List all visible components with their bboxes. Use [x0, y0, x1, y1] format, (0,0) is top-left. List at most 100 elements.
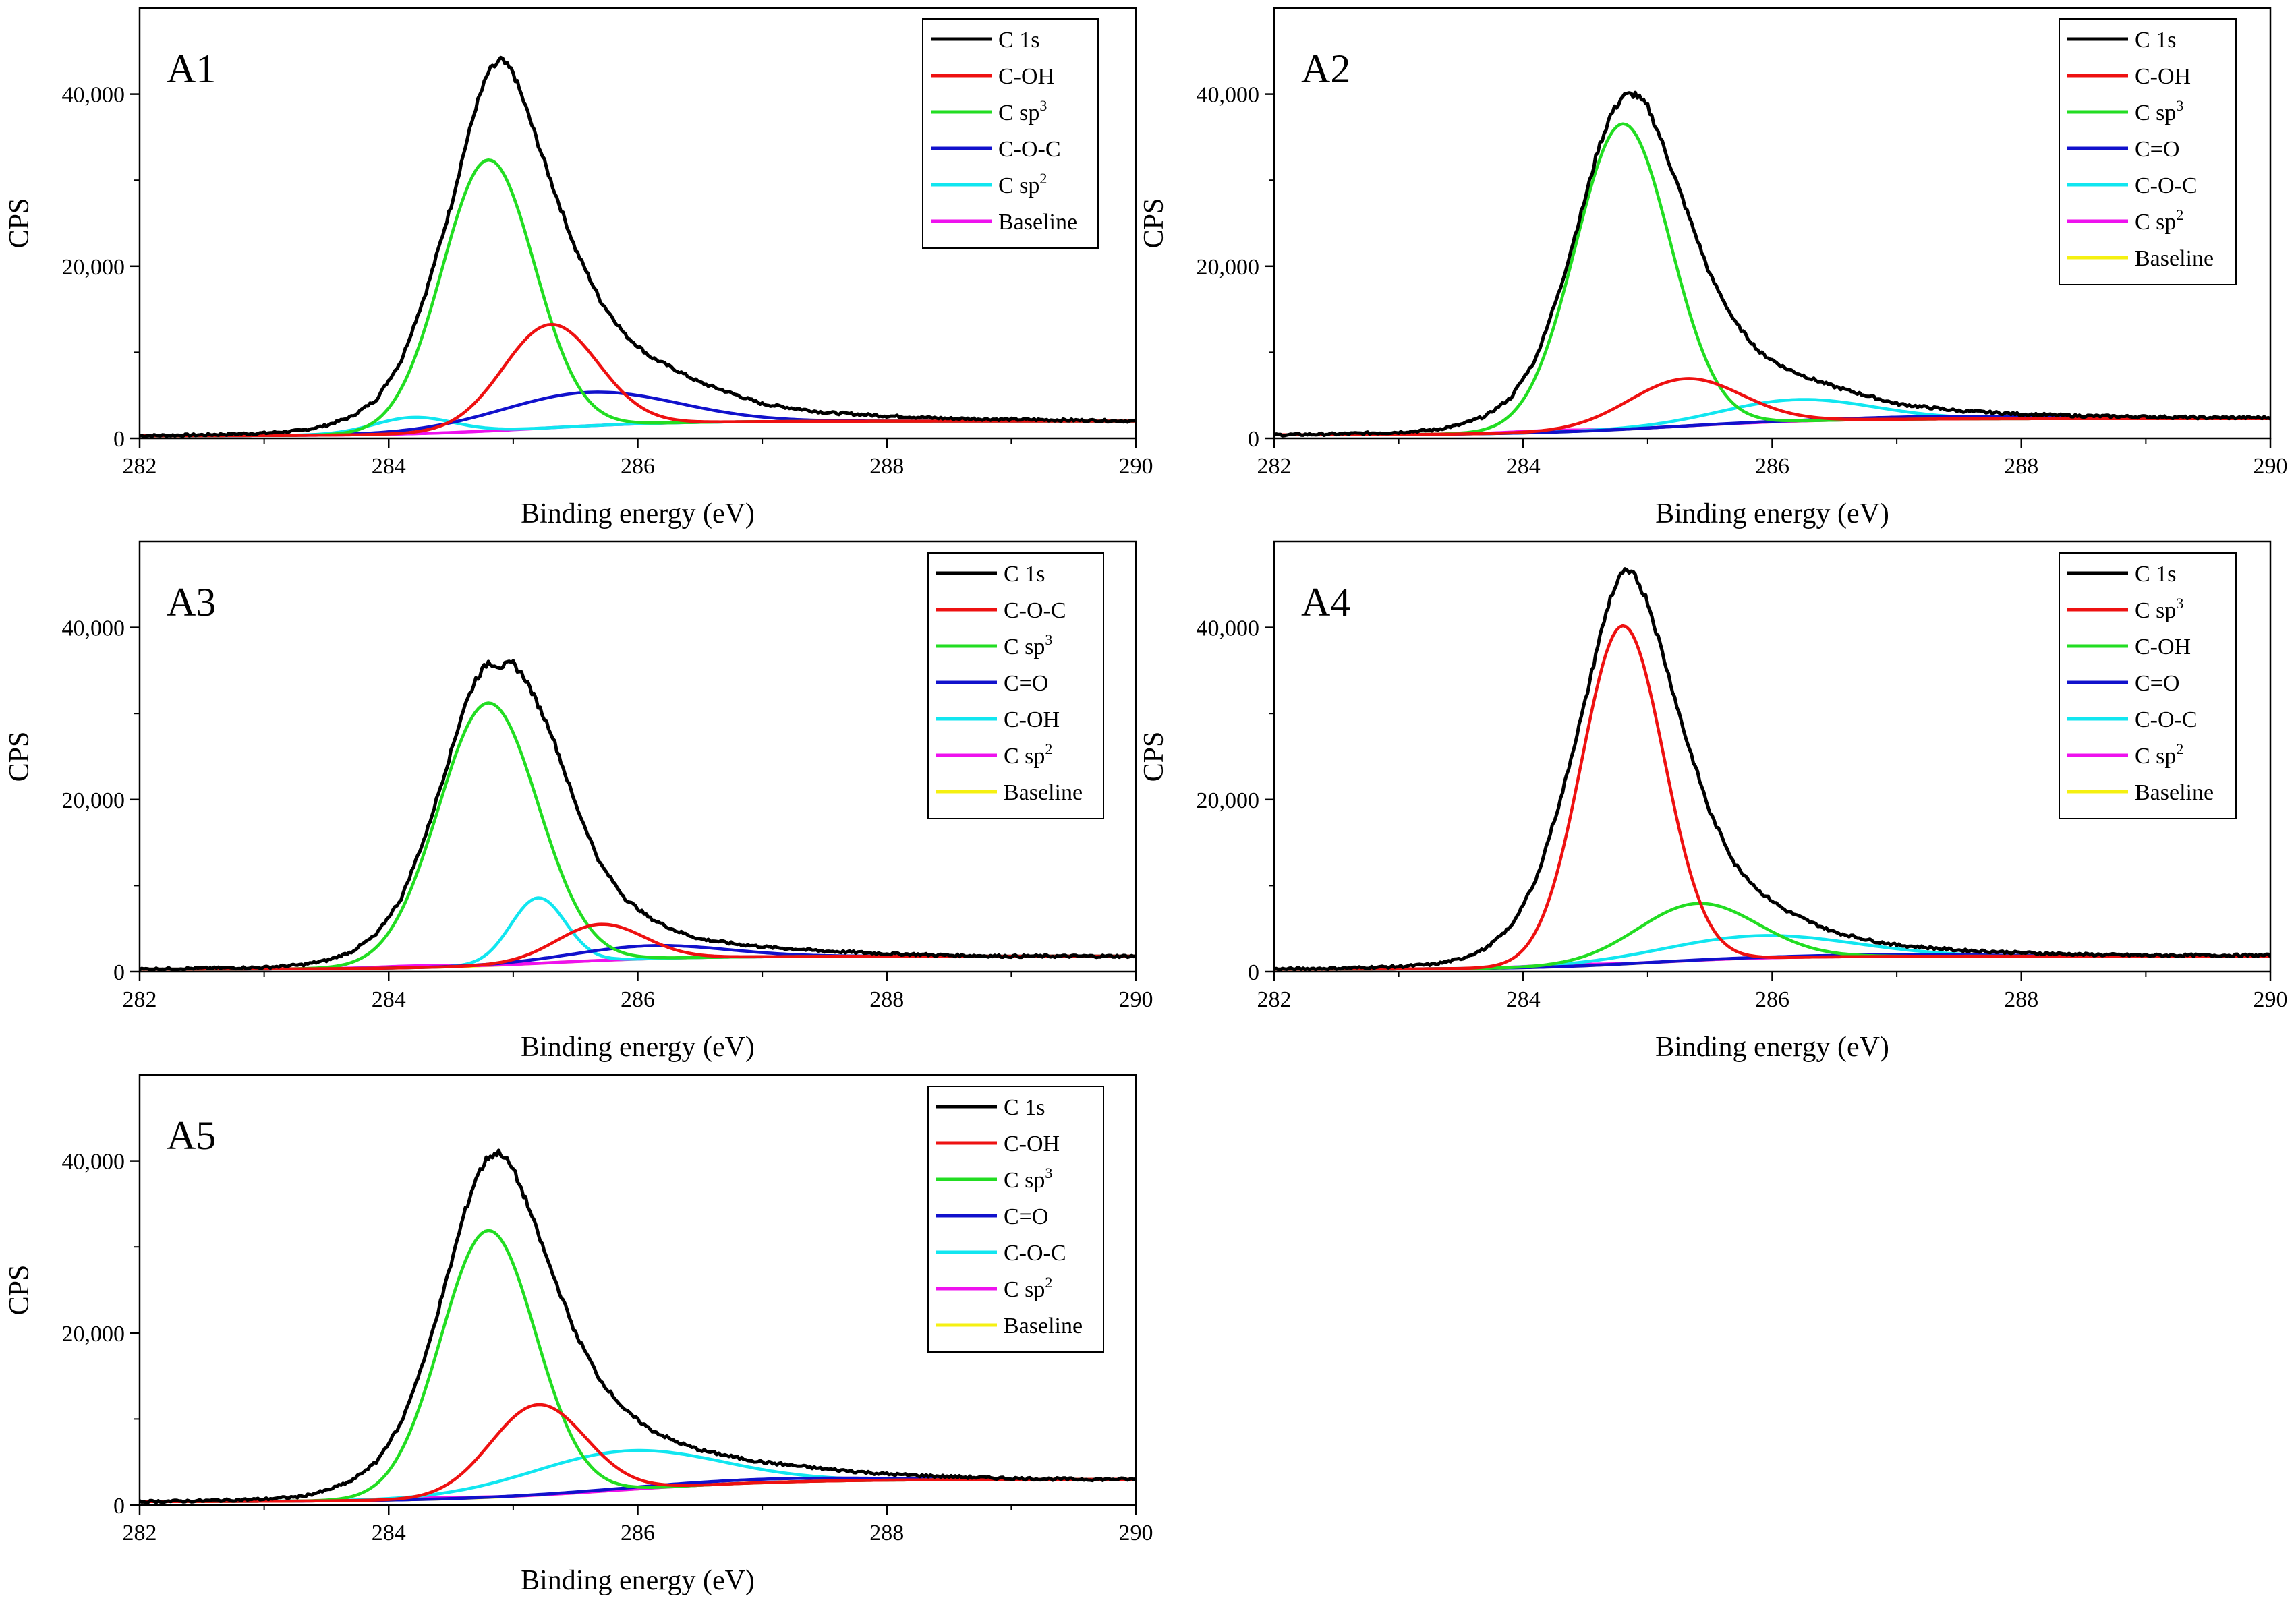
series-group	[140, 55, 1136, 438]
legend-superscript: 2	[1039, 170, 1047, 187]
x-tick-label: 286	[621, 1521, 655, 1546]
legend-label: C=O	[1004, 671, 1048, 696]
series-line-c-1s	[140, 659, 1136, 972]
x-tick-label: 288	[869, 987, 904, 1012]
legend-label: C=O	[2135, 671, 2179, 696]
x-tick-label: 282	[123, 454, 157, 479]
legend-box	[927, 552, 1104, 819]
y-tick-label: 40,000	[62, 616, 125, 641]
legend-label: C 1s	[2135, 562, 2176, 587]
legend-superscript: 2	[1045, 740, 1052, 757]
legend-label: C-O-C	[998, 137, 1061, 162]
y-tick-label: 40,000	[1197, 616, 1260, 641]
y-axis-title: CPS	[1139, 198, 1170, 249]
legend-suffix: 1s	[2150, 562, 2177, 587]
x-tick-label: 286	[621, 454, 655, 479]
legend-superscript: 3	[2176, 595, 2183, 612]
x-tick-label: 282	[123, 987, 157, 1012]
legend-label: C sp2	[2135, 740, 2183, 769]
legend-label: C 1s	[1004, 562, 1045, 587]
x-tick-label: 284	[372, 987, 406, 1012]
legend: C 1s C-OH C sp3 C-O-C C sp2 Baseline	[922, 18, 1099, 249]
legend-label: C 1s	[998, 28, 1039, 53]
x-axis-title: Binding energy (eV)	[521, 498, 755, 529]
legend-label: C-OH	[2135, 635, 2191, 659]
series-line-c-oh	[1274, 377, 2270, 437]
legend-box	[922, 18, 1099, 249]
x-axis-title: Binding energy (eV)	[1655, 1032, 1889, 1063]
legend-label: Baseline	[1004, 1314, 1083, 1339]
y-tick-label: 40,000	[1197, 83, 1260, 108]
y-axis-title: CPS	[4, 198, 35, 249]
legend-label: C sp3	[1004, 1165, 1052, 1193]
series-group	[1274, 567, 2270, 972]
legend-box	[2059, 18, 2237, 285]
panel-label: A3	[167, 580, 216, 624]
legend-suffix: 1s	[1019, 1095, 1045, 1120]
legend-suffix: 1s	[2150, 28, 2177, 53]
legend-label: Baseline	[1004, 780, 1083, 805]
legend-superscript: 2	[1045, 1274, 1052, 1291]
series-group	[140, 659, 1136, 972]
y-tick-label: 0	[113, 1494, 125, 1519]
x-tick-label: 290	[1119, 454, 1153, 479]
x-tick-label: 286	[621, 987, 655, 1012]
legend-label: C sp3	[2135, 595, 2183, 623]
legend-superscript: 3	[1039, 97, 1047, 114]
series-line-c-1s	[140, 55, 1136, 438]
y-axis-title: CPS	[4, 1265, 35, 1316]
legend-box	[2059, 552, 2237, 819]
x-tick-label: 288	[869, 454, 904, 479]
y-tick-label: 20,000	[1197, 255, 1260, 280]
y-axis-title: CPS	[1139, 732, 1170, 782]
legend-label: C=O	[2135, 137, 2179, 162]
x-tick-label: 286	[1755, 454, 1789, 479]
legend-superscript: 3	[1045, 1165, 1052, 1181]
series-line-c-1s	[1274, 90, 2270, 438]
x-tick-label: 286	[1755, 987, 1789, 1012]
legend-label: C-O-C	[2135, 173, 2198, 198]
legend-label: Baseline	[2135, 780, 2214, 805]
panel-label: A5	[167, 1113, 216, 1158]
legend-label: C-OH	[998, 64, 1054, 89]
legend-label: C sp2	[1004, 740, 1052, 769]
legend-superscript: 2	[2176, 740, 2183, 757]
legend-superscript: 2	[2176, 206, 2183, 223]
legend: C 1s C sp3 C-OH C=O C-O-C C sp2 Baseline	[2059, 552, 2237, 819]
y-tick-label: 0	[1248, 960, 1259, 985]
legend-superscript: 3	[2176, 97, 2183, 114]
y-tick-label: 20,000	[1197, 788, 1260, 813]
legend-label: C sp2	[1004, 1274, 1052, 1302]
x-tick-label: 282	[1257, 987, 1292, 1012]
chart-panel-a4: 282 284 286 288 290 0 20,000 40,000 Binding ener…	[1139, 540, 2288, 1063]
legend-suffix: 1s	[1014, 28, 1040, 53]
panel-label: A1	[167, 47, 216, 91]
legend-label: C-OH	[2135, 64, 2191, 89]
y-tick-label: 20,000	[62, 255, 125, 280]
legend-label: Baseline	[998, 210, 1077, 235]
chart-panel-a3: 282 284 286 288 290 0 20,000 40,000 Binding ener…	[4, 540, 1153, 1063]
series-line-c-1s	[140, 1148, 1136, 1504]
chart-panel-a1: 282 284 286 288 290 0 20,000 40,000 Binding ener…	[4, 7, 1153, 529]
legend-label: C sp3	[998, 97, 1047, 125]
legend-label: C=O	[1004, 1204, 1048, 1229]
legend-label: C-O-C	[1004, 1241, 1066, 1266]
x-tick-label: 290	[1119, 1521, 1153, 1546]
y-tick-label: 0	[113, 960, 125, 985]
series-line-c-oh	[140, 1403, 1136, 1504]
x-tick-label: 288	[2004, 454, 2038, 479]
x-tick-label: 284	[1506, 454, 1541, 479]
x-tick-label: 284	[372, 1521, 406, 1546]
x-tick-label: 284	[1506, 987, 1541, 1012]
series-group	[1274, 90, 2270, 438]
legend: C 1s C-OH C sp3 C=O C-O-C C sp2 Baseline	[2059, 18, 2237, 285]
legend-label: C sp3	[2135, 97, 2183, 125]
y-tick-label: 40,000	[62, 83, 125, 108]
x-axis-title: Binding energy (eV)	[521, 1032, 755, 1063]
x-tick-label: 290	[2254, 454, 2288, 479]
x-axis-title: Binding energy (eV)	[1655, 498, 1889, 529]
panel-label: A4	[1301, 580, 1350, 624]
legend-label: C-O-C	[1004, 598, 1066, 623]
